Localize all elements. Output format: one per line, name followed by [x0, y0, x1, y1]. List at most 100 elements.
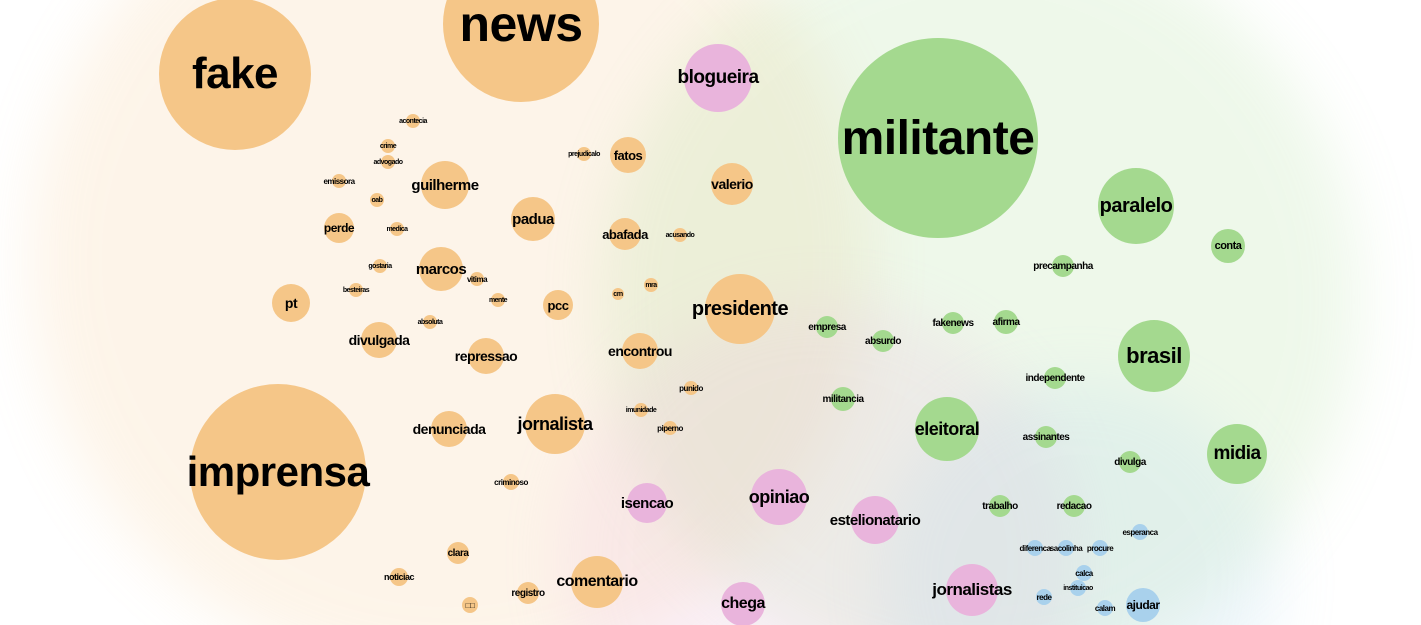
node-label: jornalistas [932, 580, 1012, 600]
node-label: chega [721, 595, 765, 613]
network-node: guilherme [421, 161, 469, 209]
network-node: criminoso [503, 474, 519, 490]
network-node: oab [370, 193, 384, 207]
node-label: noticiac [384, 572, 414, 582]
network-node: absurdo [872, 330, 894, 352]
network-node: trabalho [989, 495, 1011, 517]
node-label: criminoso [494, 478, 528, 487]
network-node: paralelo [1098, 168, 1174, 244]
network-node: fatos [610, 137, 646, 173]
network-node: marcos [419, 247, 463, 291]
node-label: militante [842, 111, 1035, 166]
network-node: punido [684, 381, 698, 395]
node-label: conta [1215, 240, 1242, 252]
node-label: medica [386, 226, 407, 233]
network-node: valerio [711, 163, 753, 205]
node-label: eleitoral [915, 419, 980, 440]
network-node: registro [517, 582, 539, 604]
network-node: fake [159, 0, 311, 150]
network-node: denunciada [431, 411, 467, 447]
node-label: isencao [621, 495, 673, 512]
network-node: gostaria [373, 259, 387, 273]
network-node: absoluta [423, 315, 437, 329]
node-label: brasil [1126, 343, 1182, 369]
network-node: procure [1092, 540, 1108, 556]
network-node: repressao [468, 338, 504, 374]
network-node: acusando [673, 228, 687, 242]
node-label: presidente [692, 298, 788, 321]
node-label: punido [679, 384, 703, 393]
network-node: afirma [994, 310, 1018, 334]
network-node: acontecia [406, 114, 420, 128]
node-label: opiniao [749, 487, 810, 508]
network-node: advogado [381, 155, 395, 169]
network-node: news [443, 0, 599, 102]
node-label: absurdo [865, 336, 901, 347]
node-label: paralelo [1100, 195, 1173, 218]
node-label: mra [645, 282, 656, 289]
node-label: pt [285, 295, 297, 311]
node-label: sacolinha [1050, 544, 1082, 553]
network-node: jornalistas [946, 564, 998, 616]
network-node: rede [1036, 589, 1052, 605]
network-node: comentario [571, 556, 623, 608]
node-label: trabalho [982, 501, 1017, 512]
node-label: valerio [711, 176, 753, 192]
node-label: prejudicalo [568, 151, 600, 158]
network-node: noticiac [390, 568, 408, 586]
node-label: acusando [666, 232, 695, 239]
node-label: mente [489, 297, 507, 304]
network-node: esperanca [1132, 524, 1148, 540]
node-label: afirma [993, 317, 1020, 328]
network-node: crn [612, 288, 624, 300]
node-label: news [459, 0, 582, 53]
node-label: jornalista [517, 414, 592, 435]
node-label: procure [1087, 544, 1113, 553]
node-label: assinantes [1023, 432, 1070, 443]
network-node: pcc [543, 290, 573, 320]
node-label: esperanca [1122, 528, 1157, 537]
node-label: clara [448, 548, 469, 559]
node-label: redacao [1057, 501, 1092, 512]
network-node: divulga [1119, 451, 1141, 473]
network-node: prejudicalo [577, 147, 591, 161]
node-label: instituicao [1063, 585, 1093, 592]
node-label: divulgada [349, 332, 410, 348]
node-label: empresa [808, 322, 846, 333]
node-label: blogueira [678, 67, 759, 89]
node-label: crime [380, 143, 396, 150]
network-node: blogueira [684, 44, 752, 112]
network-node: instituicao [1070, 580, 1086, 596]
node-label: militancia [822, 394, 863, 405]
network-node: isencao [627, 483, 667, 523]
node-label: divulga [1114, 457, 1146, 468]
node-label: denunciada [413, 421, 486, 437]
network-node: ajudar [1126, 588, 1160, 622]
network-node: opiniao [751, 469, 807, 525]
network-node: □□ [462, 597, 478, 613]
node-label: absoluta [418, 319, 443, 326]
network-node: chega [721, 582, 765, 625]
node-label: acontecia [399, 118, 427, 125]
network-node: redacao [1063, 495, 1085, 517]
network-node: estelionatario [851, 496, 899, 544]
node-label: perde [324, 221, 354, 235]
network-node: vitima [470, 272, 484, 286]
network-node: independente [1044, 367, 1066, 389]
network-node: calca [1076, 565, 1092, 581]
network-node: mente [491, 293, 505, 307]
network-node: jornalista [525, 394, 585, 454]
node-label: precampanha [1033, 261, 1093, 272]
network-node: eleitoral [915, 397, 979, 461]
network-node: brasil [1118, 320, 1190, 392]
network-node: conta [1211, 229, 1245, 263]
node-label: imunidade [626, 407, 657, 414]
node-label: emissora [323, 177, 354, 186]
network-node: perde [324, 213, 354, 243]
node-label: vitima [467, 275, 487, 284]
node-label: piperno [657, 424, 683, 433]
node-label: fakenews [932, 318, 973, 329]
node-label: encontrou [608, 343, 672, 359]
network-node: medica [390, 222, 404, 236]
node-label: calca [1075, 569, 1093, 578]
